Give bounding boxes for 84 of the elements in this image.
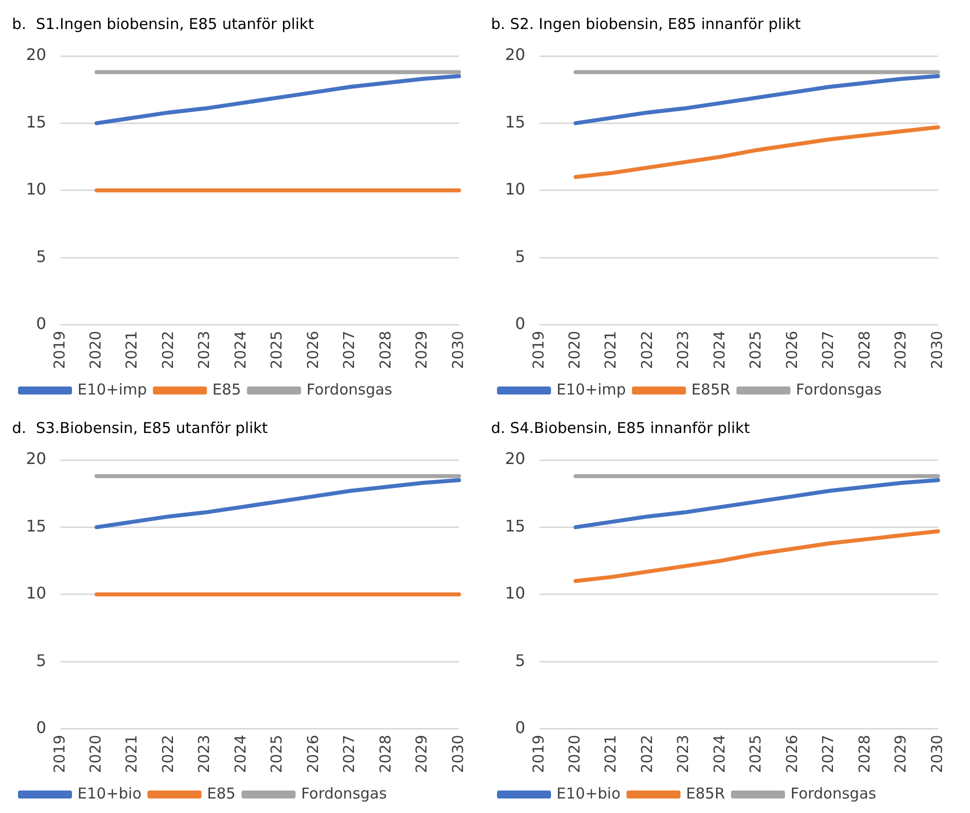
x-tick-label: 2030 [448,330,467,370]
y-tick-label: 5 [515,246,526,266]
x-tick-label: 2020 [86,734,104,774]
x-tick-label: 2026 [782,734,801,774]
y-tick-label: 20 [26,45,46,64]
x-tick-label: 2025 [268,330,286,370]
x-tick-label: 2021 [122,734,141,774]
y-tick-label: 10 [505,584,526,603]
x-tick-label: 2021 [602,330,620,370]
x-tick-label: 2027 [819,734,838,774]
x-tick-label: 2028 [855,734,874,774]
legend-label: E10+imp [78,380,147,398]
x-tick-label: 2029 [412,330,431,370]
x-tick-label: 2030 [928,734,946,774]
x-tick-label: 2019 [529,330,548,370]
legend-label: E10+imp [556,380,626,398]
y-tick-label: 15 [505,112,526,132]
x-tick-label: 2030 [928,330,946,370]
x-tick-label: 2028 [376,330,394,370]
x-tick-label: 2021 [602,734,620,774]
y-tick-label: 10 [26,180,46,199]
y-tick-label: 5 [36,650,46,670]
x-tick-label: 2024 [231,330,250,370]
x-tick-label: 2023 [674,734,692,774]
x-tick-label: 2021 [122,330,141,370]
x-tick-label: 2023 [195,330,214,370]
y-tick-label: 15 [505,516,526,536]
y-tick-label: 15 [26,516,46,536]
x-tick-label: 2019 [50,734,68,774]
x-tick-label: 2023 [674,330,692,370]
x-tick-label: 2027 [340,330,358,370]
x-tick-label: 2024 [710,330,728,370]
x-tick-label: 2025 [268,734,286,774]
y-tick-label: 0 [36,718,46,737]
x-tick-label: 2026 [304,330,322,370]
x-tick-label: 2023 [195,734,214,774]
x-tick-label: 2028 [376,734,394,774]
x-tick-label: 2029 [892,330,910,370]
y-tick-label: 15 [26,112,46,132]
legend-label: E85R [686,784,725,802]
x-tick-label: 2024 [710,734,728,774]
chart-title: d. S4.Biobensin, E85 innanför plikt [491,418,750,437]
x-tick-label: 2026 [304,734,322,774]
x-tick-label: 2019 [50,330,68,370]
legend-label: Fordonsgas [790,784,876,802]
y-tick-label: 5 [515,650,526,670]
x-tick-label: 2028 [855,330,874,370]
x-tick-label: 2027 [340,734,358,774]
x-tick-label: 2019 [529,734,548,774]
x-tick-label: 2022 [638,330,656,370]
chart-title: b. S2. Ingen biobensin, E85 innanför plikt [491,14,801,33]
chart-title: b. S1.Ingen biobensin, E85 utanför plikt [12,14,314,33]
y-tick-label: 20 [505,45,526,64]
legend-label: Fordonsgas [301,784,387,802]
x-tick-label: 2022 [158,734,177,774]
x-tick-label: 2020 [86,330,104,370]
x-tick-label: 2020 [565,330,584,370]
y-tick-label: 10 [505,180,526,199]
y-tick-label: 10 [26,584,46,603]
chart-title: d. S3.Biobensin, E85 utanför plikt [12,418,268,437]
x-tick-label: 2020 [565,734,584,774]
x-tick-label: 2029 [892,734,910,774]
legend-label: E10+bio [556,784,620,802]
legend-label: Fordonsgas [306,380,392,398]
x-tick-label: 2024 [231,734,250,774]
y-tick-label: 5 [36,246,46,266]
legend-label: E85 [212,380,242,398]
y-tick-label: 0 [515,718,526,737]
x-tick-label: 2025 [746,734,765,774]
x-tick-label: 2022 [158,330,177,370]
legend-label: Fordonsgas [796,380,882,398]
x-tick-label: 2027 [819,330,838,370]
x-tick-label: 2030 [448,734,467,774]
x-tick-label: 2026 [782,330,801,370]
legend-label: E85R [691,380,730,398]
y-tick-label: 0 [36,314,46,333]
x-tick-label: 2029 [412,734,431,774]
y-tick-label: 0 [515,314,526,333]
x-tick-label: 2025 [746,330,765,370]
y-tick-label: 20 [26,449,46,468]
legend-label: E10+bio [78,784,142,802]
legend-label: E85 [207,784,236,802]
y-tick-label: 20 [505,449,526,468]
x-tick-label: 2022 [638,734,656,774]
